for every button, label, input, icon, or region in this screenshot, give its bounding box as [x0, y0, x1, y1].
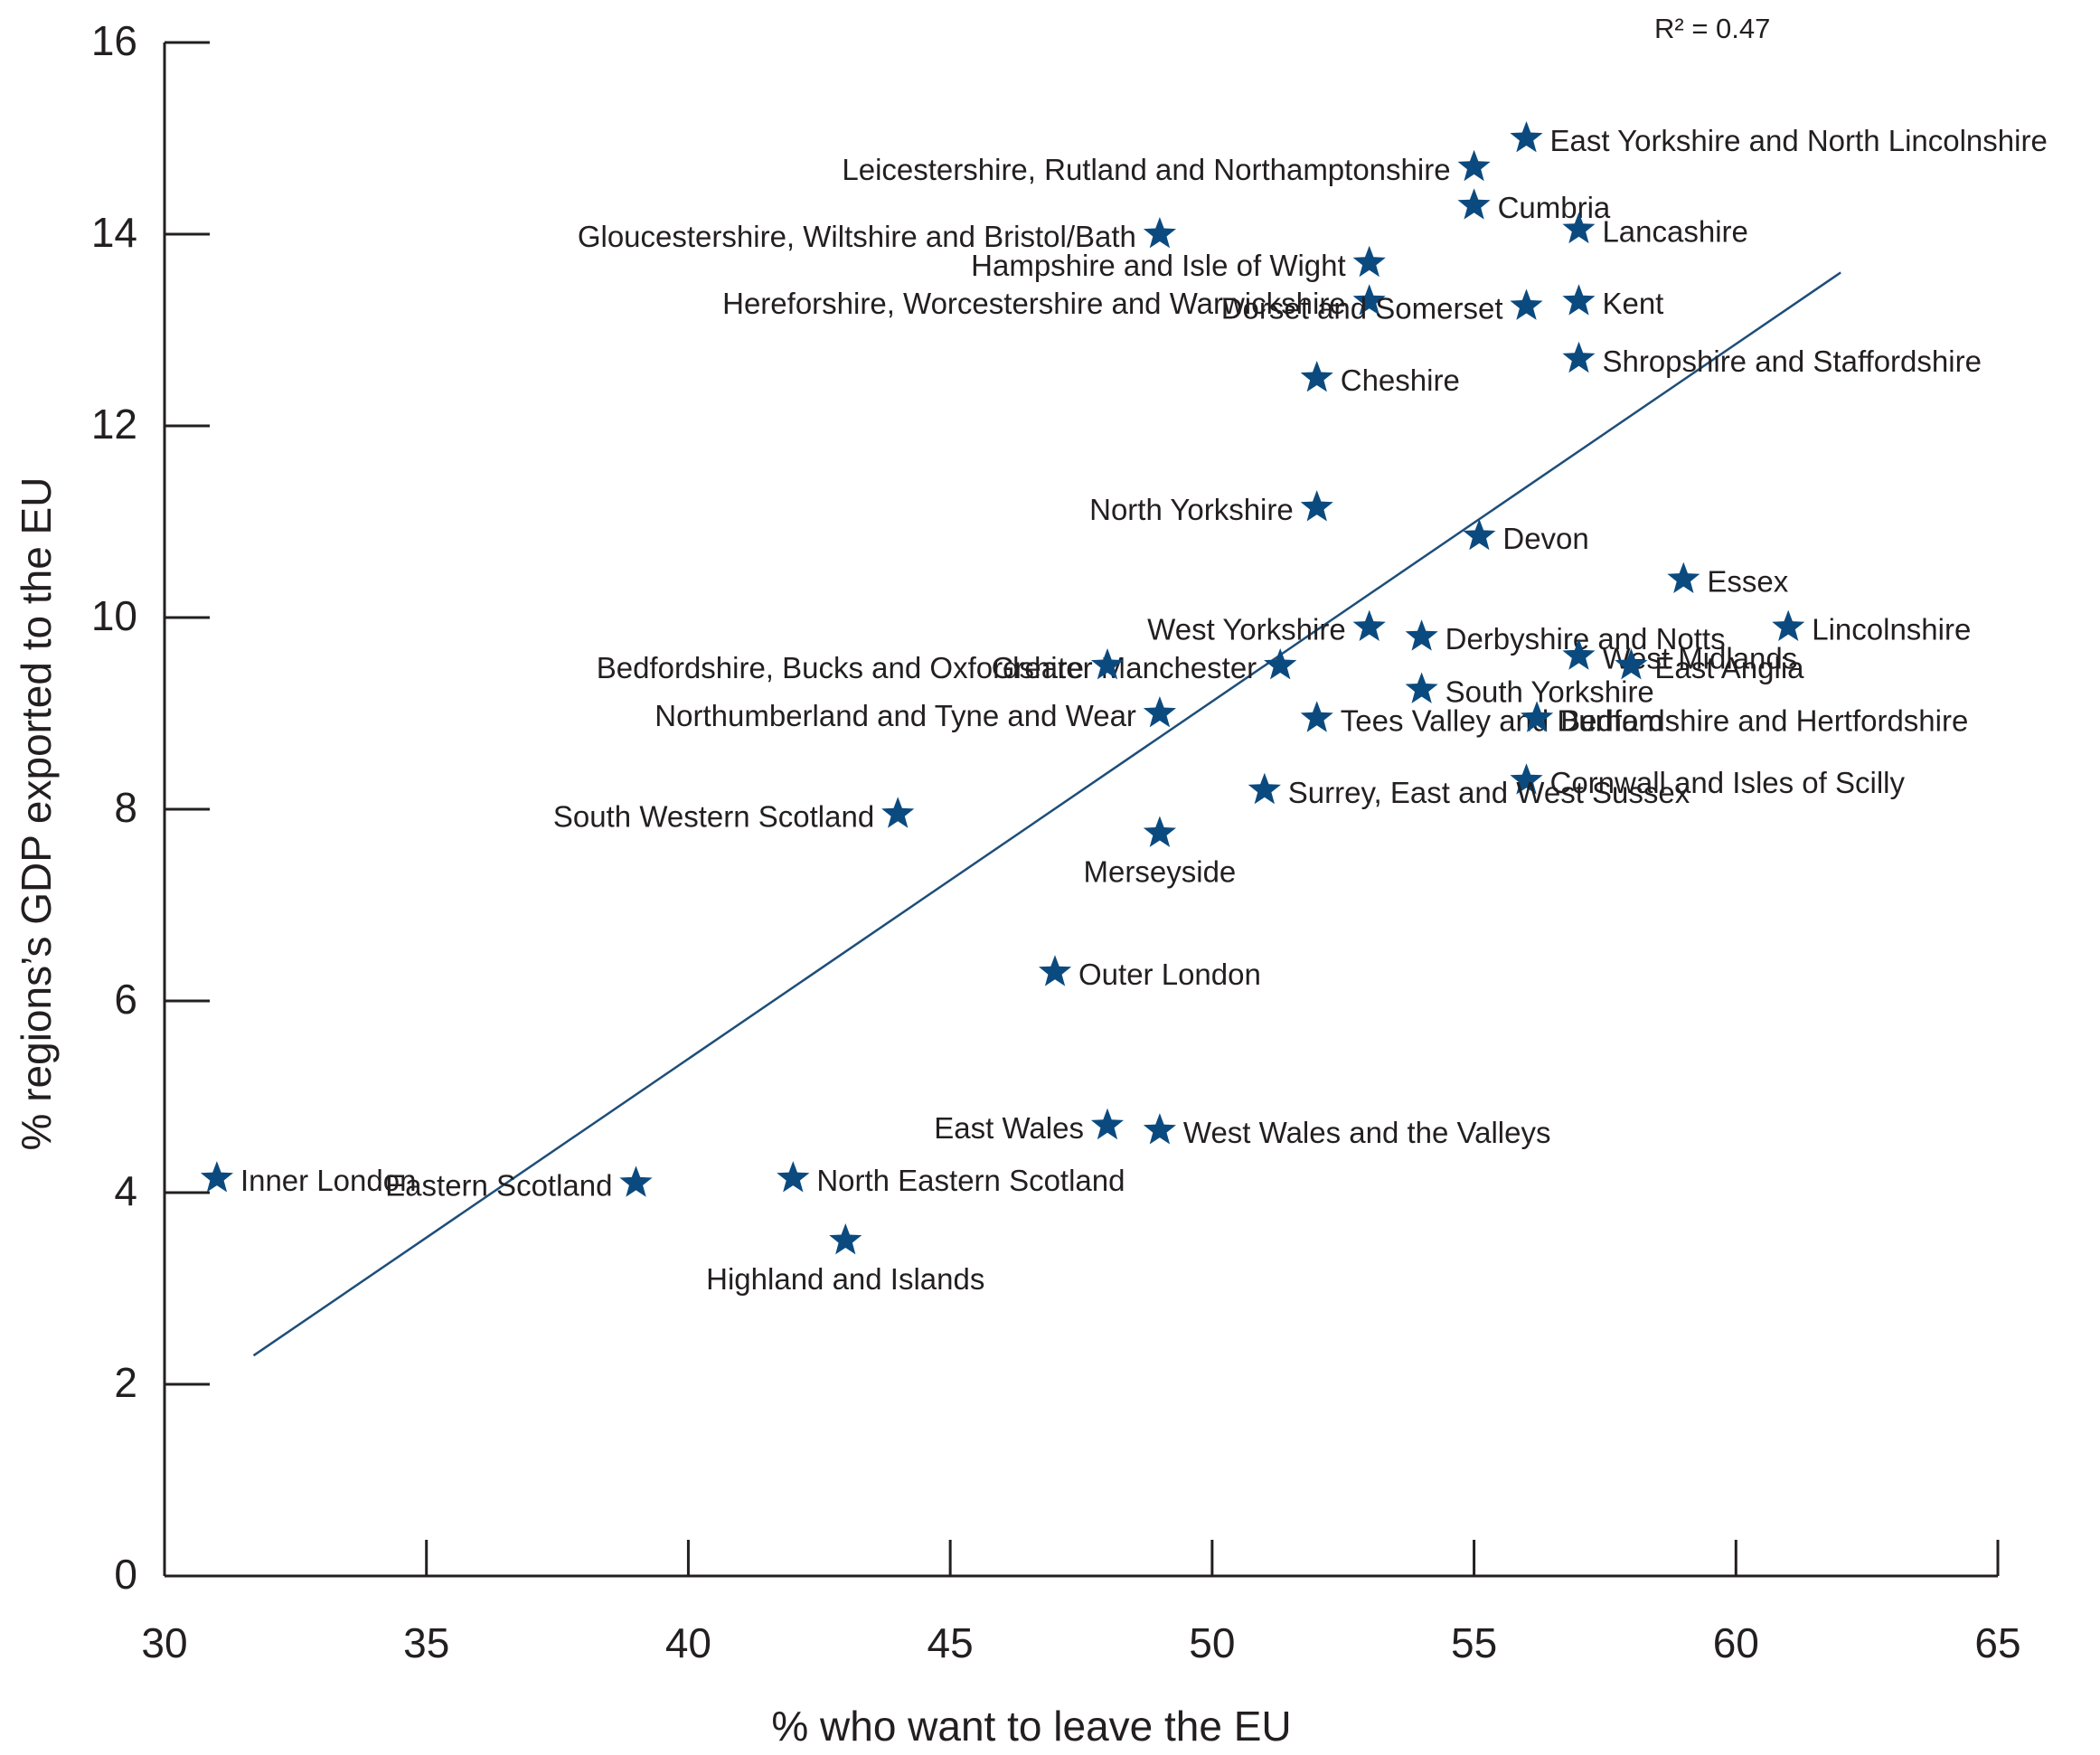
data-point-star: [1248, 772, 1281, 805]
data-point-label: Cornwall and Isles of Scilly: [1550, 766, 1906, 799]
data-point-label: Bedfordshire and Hertfordshire: [1560, 703, 1968, 737]
data-point-label: Hereforshire, Worcestershire and Warwick…: [722, 287, 1346, 320]
data-point-star: [200, 1161, 233, 1193]
data-point-label: Cheshire: [1341, 363, 1460, 397]
trendline: [252, 271, 1841, 1357]
data-point-label: Kent: [1602, 287, 1663, 320]
y-tick-label: 12: [91, 401, 137, 448]
y-tick-label: 16: [91, 17, 137, 64]
data-point-star: [1521, 701, 1554, 732]
data-point-star: [1562, 212, 1596, 244]
data-point-star: [1562, 284, 1596, 316]
data-point-star: [1772, 609, 1805, 641]
y-tick-label: 2: [114, 1359, 137, 1406]
y-tick-label: 14: [91, 209, 137, 256]
data-point-star: [1143, 816, 1176, 847]
data-point-star: [1300, 361, 1333, 392]
y-tick-label: 4: [114, 1167, 137, 1214]
x-tick-label: 60: [1713, 1619, 1759, 1666]
data-point-star: [1352, 245, 1386, 278]
data-point-label: Inner London: [240, 1164, 417, 1197]
data-point-star: [1405, 619, 1438, 651]
data-point-label: Leicestershire, Rutland and Northamptons…: [842, 153, 1450, 186]
data-point-label: North Eastern Scotland: [816, 1164, 1125, 1197]
x-tick-label: 55: [1451, 1619, 1497, 1666]
data-point-label: Lincolnshire: [1812, 613, 1971, 646]
data-point-star: [1667, 561, 1700, 593]
data-point-label: South Western Scotland: [553, 799, 874, 833]
axes: 30 35 40 45 50 55 60 65 0 2 4 6 8 10 12 14 16: [91, 17, 2021, 1666]
data-point-label: North Yorkshire: [1089, 493, 1294, 526]
y-tick-label: 6: [114, 976, 137, 1023]
x-tick-label: 45: [928, 1619, 974, 1666]
data-point-label: Bedfordshire, Bucks and Oxfordshire: [597, 651, 1084, 684]
data-point-star: [1143, 696, 1176, 728]
data-point-star: [1090, 1108, 1124, 1140]
x-tick-label: 40: [665, 1619, 711, 1666]
y-tick-label: 0: [114, 1551, 137, 1598]
data-point-label: Dorset and Somerset: [1221, 292, 1503, 326]
x-tick-label: 30: [141, 1619, 187, 1666]
data-point-label: East Yorkshire and North Lincolnshire: [1550, 124, 2048, 157]
data-point-star: [1457, 188, 1491, 220]
data-point-star: [881, 797, 915, 828]
data-point-star: [829, 1223, 862, 1255]
data-point-label: East Anglia: [1654, 651, 1804, 684]
data-point-label: Tees Valley and Durham: [1341, 703, 1663, 737]
data-point-star: [1300, 701, 1333, 732]
x-axis-title: % who want to leave the EU: [771, 1703, 1291, 1750]
data-point-label: Outer London: [1078, 958, 1261, 991]
data-point-star: [1463, 518, 1496, 551]
data-point-star: [1405, 672, 1438, 703]
data-point-label: West Wales and the Valleys: [1183, 1116, 1551, 1149]
data-point-star: [1615, 648, 1648, 680]
data-point-star: [1562, 638, 1596, 670]
data-point-label: Essex: [1707, 565, 1788, 599]
data-point-label: East Wales: [934, 1111, 1084, 1145]
data-point-label: Surrey, East and West Sussex: [1288, 776, 1690, 809]
y-tick-label: 8: [114, 784, 137, 831]
data-point-label: Lancashire: [1602, 215, 1747, 249]
data-point-label: Hampshire and Isle of Wight: [971, 249, 1346, 282]
data-point-star: [1143, 217, 1176, 249]
r-squared-annotation: R² = 0.47: [1654, 13, 1770, 44]
data-point-star: [1090, 648, 1124, 680]
y-tick-label: 10: [91, 592, 137, 639]
data-point-label: Gloucestershire, Wiltshire and Bristol/B…: [578, 220, 1136, 253]
data-point-star: [1562, 341, 1596, 373]
data-point-star: [1039, 955, 1072, 986]
data-point-label: South Yorkshire: [1446, 675, 1654, 709]
data-point-star: [1352, 609, 1386, 641]
data-point-star: [1457, 149, 1491, 182]
data-point-star: [1510, 288, 1543, 320]
x-tick-label: 50: [1189, 1619, 1235, 1666]
data-point-star: [1510, 763, 1543, 795]
data-point-star: [777, 1161, 810, 1193]
x-tick-label: 35: [403, 1619, 449, 1666]
data-point-label: Greater Manchester: [992, 651, 1257, 684]
data-point-star: [1510, 121, 1543, 153]
data-point-star: [619, 1165, 653, 1197]
trendline-group: [252, 271, 1841, 1357]
data-point-star: [1143, 1113, 1176, 1145]
data-point-label: West Yorkshire: [1147, 613, 1346, 646]
data-point-label: Merseyside: [1084, 855, 1237, 889]
x-tick-label: 65: [1974, 1619, 2020, 1666]
data-point-label: Eastern Scotland: [385, 1168, 612, 1202]
data-point-label: Shropshire and Staffordshire: [1602, 344, 1981, 378]
y-axis-title: % regions’s GDP exported to the EU: [13, 477, 60, 1151]
data-points: East Yorkshire and North Lincolnshire Lei…: [200, 121, 2048, 1296]
data-point-star: [1264, 648, 1297, 680]
data-point-star: [1352, 284, 1386, 316]
data-point-label: Highland and Islands: [706, 1262, 984, 1296]
data-point-label: Northumberland and Tyne and Wear: [654, 699, 1136, 732]
data-point-label: Cumbria: [1498, 191, 1611, 224]
data-point-label: Devon: [1502, 522, 1588, 555]
data-point-star: [1300, 490, 1333, 522]
